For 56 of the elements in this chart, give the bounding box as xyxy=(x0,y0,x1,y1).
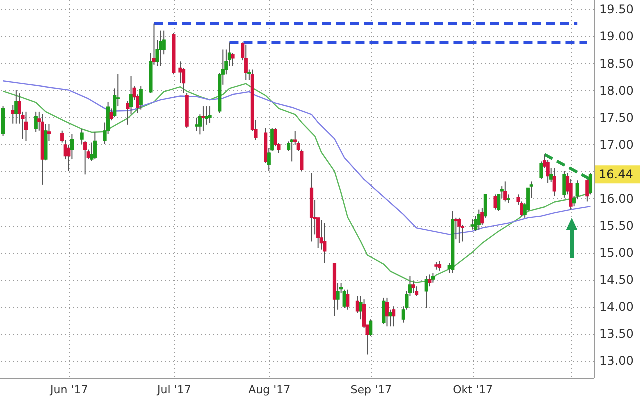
x-tick-label: Okt '17 xyxy=(453,384,494,396)
candlestick xyxy=(369,319,373,337)
candlestick xyxy=(14,90,18,124)
candlestick xyxy=(231,52,235,68)
candlestick xyxy=(346,289,350,310)
y-tick-label: 18.50 xyxy=(600,56,634,71)
candlestick xyxy=(412,281,416,294)
y-tick-label: 19.50 xyxy=(600,2,634,17)
y-tick-label: 17.50 xyxy=(600,110,634,125)
candlestick xyxy=(385,297,390,328)
candlestick xyxy=(388,309,392,328)
candlestick xyxy=(454,217,458,240)
candlestick xyxy=(431,272,435,284)
candlestick xyxy=(290,138,294,162)
x-tick-label: Jun '17 xyxy=(50,384,88,396)
candlestick xyxy=(34,111,38,133)
y-tick-label: 13.00 xyxy=(600,354,634,368)
candlestick xyxy=(382,297,386,325)
y-tick-label: 15.50 xyxy=(600,219,634,233)
y-tick-label: 14.50 xyxy=(600,273,634,288)
candlestick xyxy=(93,132,97,160)
y-tick-label: 18.00 xyxy=(600,84,634,98)
x-tick-label: Sep '17 xyxy=(350,384,392,396)
candlestick xyxy=(159,30,163,68)
candlestick xyxy=(195,117,199,132)
text: 16.44 xyxy=(599,168,634,182)
x-tick-label: Jul '17 xyxy=(156,384,192,396)
candlestick xyxy=(552,168,556,197)
y-tick-label: 13.50 xyxy=(600,327,634,342)
y-tick-label: 15.00 xyxy=(600,246,634,260)
y-tick-label: 14.00 xyxy=(600,300,634,314)
candlestick xyxy=(336,282,340,310)
x-tick-label: Aug '17 xyxy=(248,384,291,396)
candlestick xyxy=(24,111,28,142)
y-tick-label: 16.00 xyxy=(600,192,634,206)
candlestick xyxy=(458,217,462,244)
candlestick xyxy=(504,181,508,202)
candlestick xyxy=(139,86,143,110)
candlestick xyxy=(80,128,84,145)
candlestick xyxy=(562,170,566,198)
candlestick xyxy=(424,276,428,309)
y-tick-label: 19.00 xyxy=(600,30,634,44)
line-series xyxy=(2,83,592,284)
candlestick xyxy=(494,194,498,210)
candlestick xyxy=(470,219,474,230)
line-series xyxy=(2,80,592,236)
candlestick xyxy=(428,274,432,288)
candlestick xyxy=(244,44,248,81)
candlestick xyxy=(323,222,327,264)
candlestick xyxy=(576,180,580,200)
candlestick xyxy=(438,260,442,272)
candlestick xyxy=(392,306,396,328)
candlestick xyxy=(202,106,206,132)
candlestick xyxy=(208,106,212,124)
y-tick-label: 17.00 xyxy=(600,138,634,152)
candlestick xyxy=(47,124,52,142)
